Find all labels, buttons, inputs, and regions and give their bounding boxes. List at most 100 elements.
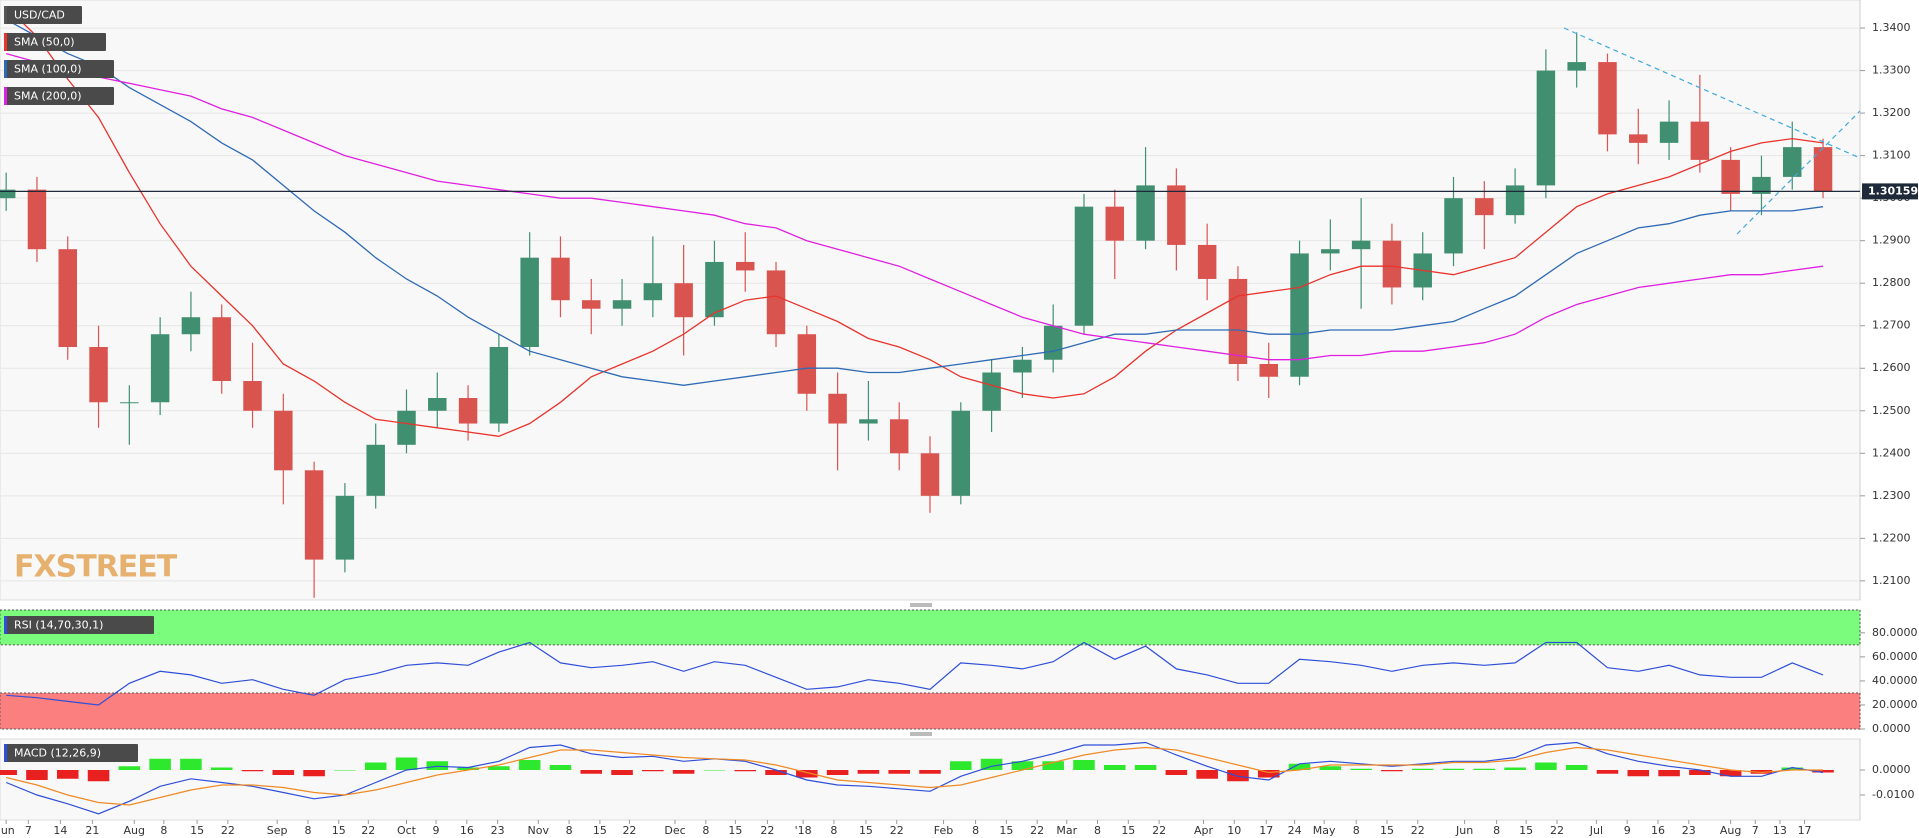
histogram-bar — [1535, 762, 1557, 770]
x-tick-label: 7 — [1752, 824, 1759, 837]
candle-body — [982, 372, 1001, 411]
x-tick-label: 15 — [1121, 824, 1135, 837]
histogram-bar — [1196, 770, 1218, 779]
candle-body — [889, 419, 909, 454]
histogram-bar — [1042, 761, 1064, 770]
x-tick-label: Jun — [1455, 824, 1473, 837]
indicator-title-box — [4, 616, 154, 634]
x-tick-label: Jul — [1589, 824, 1603, 837]
histogram-bar — [1288, 763, 1311, 770]
candle-body — [828, 393, 847, 424]
histogram-bar — [1165, 770, 1188, 775]
histogram-bar — [765, 770, 787, 775]
candle-body — [1659, 121, 1679, 143]
indicator-title-box — [4, 744, 138, 762]
oversold-zone — [0, 692, 1861, 730]
x-tick-label: 16 — [460, 824, 474, 837]
histogram-bar — [734, 770, 757, 772]
histogram-bar — [1227, 770, 1249, 782]
candle-body — [1813, 147, 1833, 192]
x-tick-label: 8 — [830, 824, 837, 837]
histogram-bar — [1381, 770, 1403, 772]
x-tick-label: Apr — [1194, 824, 1214, 837]
x-tick-label: 17 — [1259, 824, 1273, 837]
candle-body — [212, 317, 231, 382]
legend-entry-swatch — [4, 87, 7, 105]
x-tick-label: Aug — [124, 824, 145, 837]
x-tick-label: Mar — [1056, 824, 1077, 837]
candle-body — [150, 334, 170, 403]
candle-body — [1105, 206, 1125, 241]
candle-body — [612, 300, 632, 309]
histogram-bar — [1319, 766, 1342, 770]
y-tick-label: 1.2500 — [1872, 404, 1911, 417]
histogram-bar — [1812, 770, 1834, 773]
histogram-bar — [1350, 768, 1372, 770]
x-tick-label: 22 — [221, 824, 235, 837]
candle-body — [27, 189, 47, 250]
x-tick-label: 22 — [890, 824, 904, 837]
histogram-bar — [1103, 765, 1126, 770]
candle-body — [520, 257, 539, 347]
candle-body — [120, 402, 139, 404]
histogram-bar — [1719, 770, 1742, 777]
candle-body — [1351, 240, 1371, 250]
pane-resize-handle[interactable] — [910, 603, 932, 607]
candle-body — [674, 283, 693, 318]
last-price-box — [1862, 183, 1918, 200]
candle-body — [1475, 198, 1494, 216]
histogram-bar — [857, 770, 880, 774]
x-tick-label: 8 — [1094, 824, 1101, 837]
x-tick-label: 7 — [25, 824, 32, 837]
histogram-bar — [518, 760, 541, 770]
pane-background — [0, 738, 1861, 821]
x-tick-label: '18 — [795, 824, 812, 837]
x-tick-label: 15 — [332, 824, 346, 837]
x-tick-label: 8 — [160, 824, 167, 837]
histogram-bar — [334, 770, 356, 771]
x-tick-label: 22 — [622, 824, 636, 837]
x-tick-label: 9 — [1624, 824, 1631, 837]
x-tick-label: 22 — [361, 824, 375, 837]
x-tick-label: 15 — [593, 824, 607, 837]
y-tick-label: 1.2800 — [1872, 276, 1911, 289]
candle-body — [1690, 121, 1710, 160]
legend-symbol-swatch — [4, 6, 7, 24]
histogram-bar — [1565, 765, 1588, 770]
candle-body — [335, 495, 355, 560]
pane-resize-handle[interactable] — [910, 732, 932, 736]
candle-body — [1567, 62, 1586, 71]
indicator-title-swatch — [4, 744, 7, 762]
legend-entry-swatch — [4, 60, 7, 78]
candle-body — [797, 334, 817, 394]
sma-line — [5, 19, 1824, 386]
candle-body — [1136, 185, 1155, 241]
x-tick-label: 8 — [1353, 824, 1360, 837]
candle-body — [1629, 134, 1648, 143]
histogram-bar — [919, 770, 941, 774]
histogram-bar — [1627, 770, 1650, 777]
x-tick-label: 9 — [433, 824, 440, 837]
histogram-bar — [888, 770, 910, 774]
x-tick-label: Dec — [664, 824, 685, 837]
histogram-bar — [1411, 768, 1434, 770]
y-tick-label: 0.0000 — [1872, 722, 1911, 735]
histogram-bar — [1658, 770, 1680, 777]
candle-body — [951, 410, 971, 496]
histogram-bar — [1596, 770, 1619, 774]
histogram-bar — [549, 765, 572, 770]
candle-body — [735, 261, 755, 271]
x-tick-label: 17 — [1798, 824, 1812, 837]
x-tick-label: 22 — [760, 824, 774, 837]
x-tick-label: Feb — [934, 824, 953, 837]
candle-body — [1752, 176, 1771, 194]
x-tick-label: 15 — [999, 824, 1013, 837]
candle-body — [89, 346, 108, 403]
candle-body — [1444, 198, 1463, 254]
x-tick-label: 15 — [728, 824, 742, 837]
candle-body — [458, 398, 478, 424]
candle-body — [366, 444, 385, 496]
histogram-bar — [303, 770, 325, 777]
legend-entry-box — [4, 33, 106, 51]
